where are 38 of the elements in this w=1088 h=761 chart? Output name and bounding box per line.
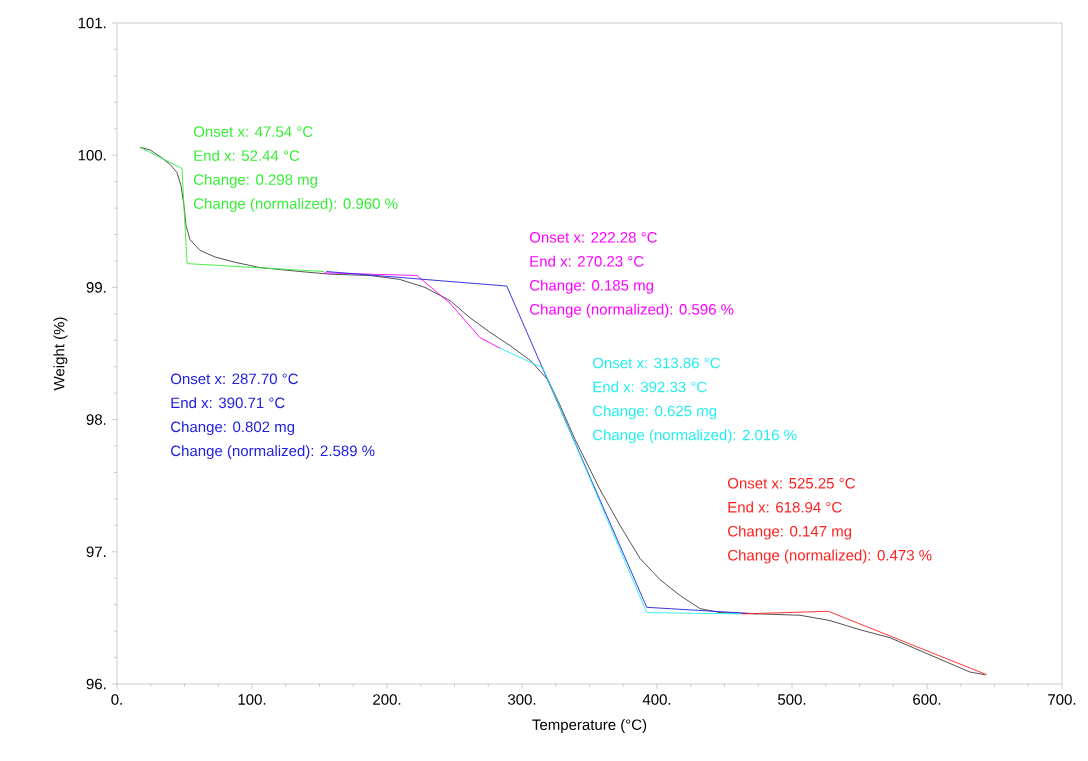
y-axis-title: Weight (%) [53,317,68,391]
x-tick-label: 100. [238,694,266,705]
annotation: Change: 0.147 mg [728,525,852,540]
annotation: Onset x: 287.70 °C [170,373,298,385]
x-tick-label: 200. [373,694,401,705]
annotation: Onset x: 222.28 °C [529,232,657,243]
annotation: Change (normalized): 0.473 % [728,549,932,564]
annotation: Change (normalized): 0.960 % [193,197,398,212]
annotation: End x: 392.33 °C [593,381,707,393]
annotation: End x: 618.94 °C [728,501,842,513]
annotation: Change (normalized): 0.596 % [529,303,734,318]
x-tick-label: 400. [642,694,671,705]
annotation: Change: 0.802 mg [171,421,295,436]
annotation: Change: 0.625 mg [593,405,717,420]
annotation: Change (normalized): 2.016 % [593,429,797,444]
x-tick-label: 0. [111,694,122,705]
annotation: End x: 52.44 °C [194,149,300,161]
annotation: Onset x: 525.25 °C [727,477,855,489]
line-series [323,272,501,349]
y-tick-label: 100. [78,149,106,161]
x-axis-title: Temperature (°C) [532,719,647,733]
y-tick-label: 97. [86,546,106,558]
y-tick-label: 99. [86,282,106,293]
y-tick-label: 96. [86,678,106,690]
annotation: Onset x: 47.54 °C [193,126,313,137]
x-tick-label: 600. [913,694,941,705]
line-series [139,146,986,676]
annotation: End x: 390.71 °C [171,397,285,409]
annotation: End x: 270.23 °C [530,255,644,267]
x-tick-label: 300. [507,694,536,705]
annotation: Onset x: 313.86 °C [592,357,720,369]
y-tick-label: 101. [78,17,106,29]
annotation: Change: 0.185 mg [529,279,654,294]
y-tick-label: 98. [86,414,106,425]
x-tick-label: 700. [1048,694,1076,705]
annotation: Change: 0.298 mg [193,173,318,188]
x-tick-label: 500. [778,694,806,705]
annotation: Change (normalized): 2.589 % [171,445,375,460]
